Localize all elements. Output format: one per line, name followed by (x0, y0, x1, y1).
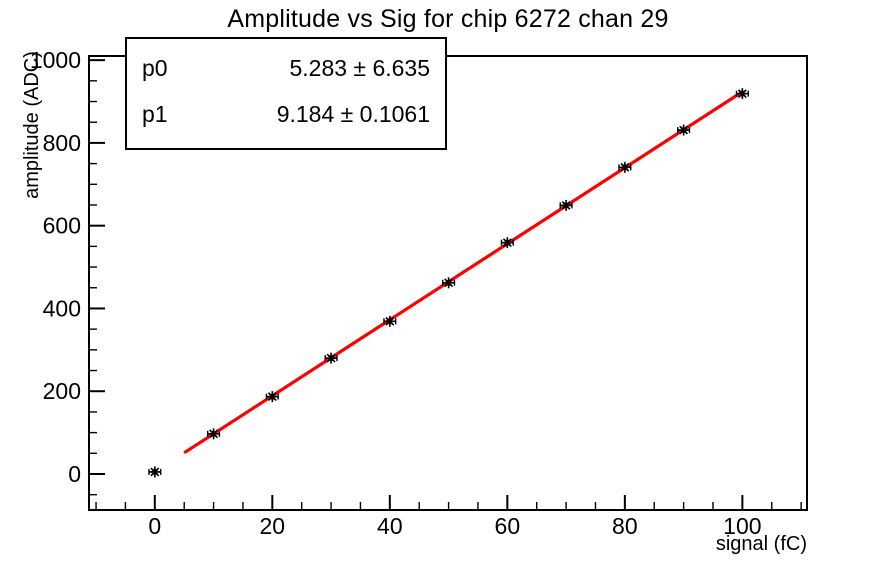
y-tick-label: 800 (43, 130, 81, 156)
plot-frame (88, 55, 808, 511)
x-tick-label: 60 (495, 513, 521, 539)
data-point-marker (385, 316, 395, 326)
y-tick-label: 200 (43, 378, 81, 404)
stats-param-value: 9.184 ± 0.1061 (276, 101, 430, 128)
y-tick-label: 400 (43, 295, 81, 321)
data-point-marker (326, 353, 336, 363)
data-point-marker (150, 467, 160, 477)
stats-param-name: p0 (142, 54, 168, 81)
data-point-marker (444, 278, 454, 288)
stats-row-p0: p0 5.283 ± 6.635 (142, 55, 430, 82)
fit-stats-box: p0 5.283 ± 6.635 p1 9.184 ± 0.1061 (125, 37, 447, 150)
chart-title: Amplitude vs Sig for chip 6272 chan 29 (227, 5, 669, 33)
data-point-marker (267, 392, 277, 402)
y-tick-label: 1000 (30, 47, 81, 73)
data-point-marker (209, 429, 219, 439)
y-tick-label: 0 (68, 461, 81, 487)
x-tick-label: 80 (612, 513, 638, 539)
data-point-marker (620, 162, 630, 172)
stats-param-name: p1 (142, 101, 168, 128)
stats-param-value: 5.283 ± 6.635 (289, 54, 430, 81)
fit-line (183, 90, 744, 455)
x-tick-label: 20 (260, 513, 286, 539)
x-tick-label: 100 (723, 513, 761, 539)
data-point-marker (502, 238, 512, 248)
data-point-marker (679, 125, 689, 135)
data-point-marker (561, 200, 571, 210)
x-tick-label: 0 (148, 513, 161, 539)
x-tick-label: 40 (377, 513, 403, 539)
y-tick-label: 600 (43, 213, 81, 239)
data-point-marker (737, 89, 747, 99)
stats-row-p1: p1 9.184 ± 0.1061 (142, 101, 430, 128)
x-axis-title: signal (fC) (715, 533, 807, 555)
